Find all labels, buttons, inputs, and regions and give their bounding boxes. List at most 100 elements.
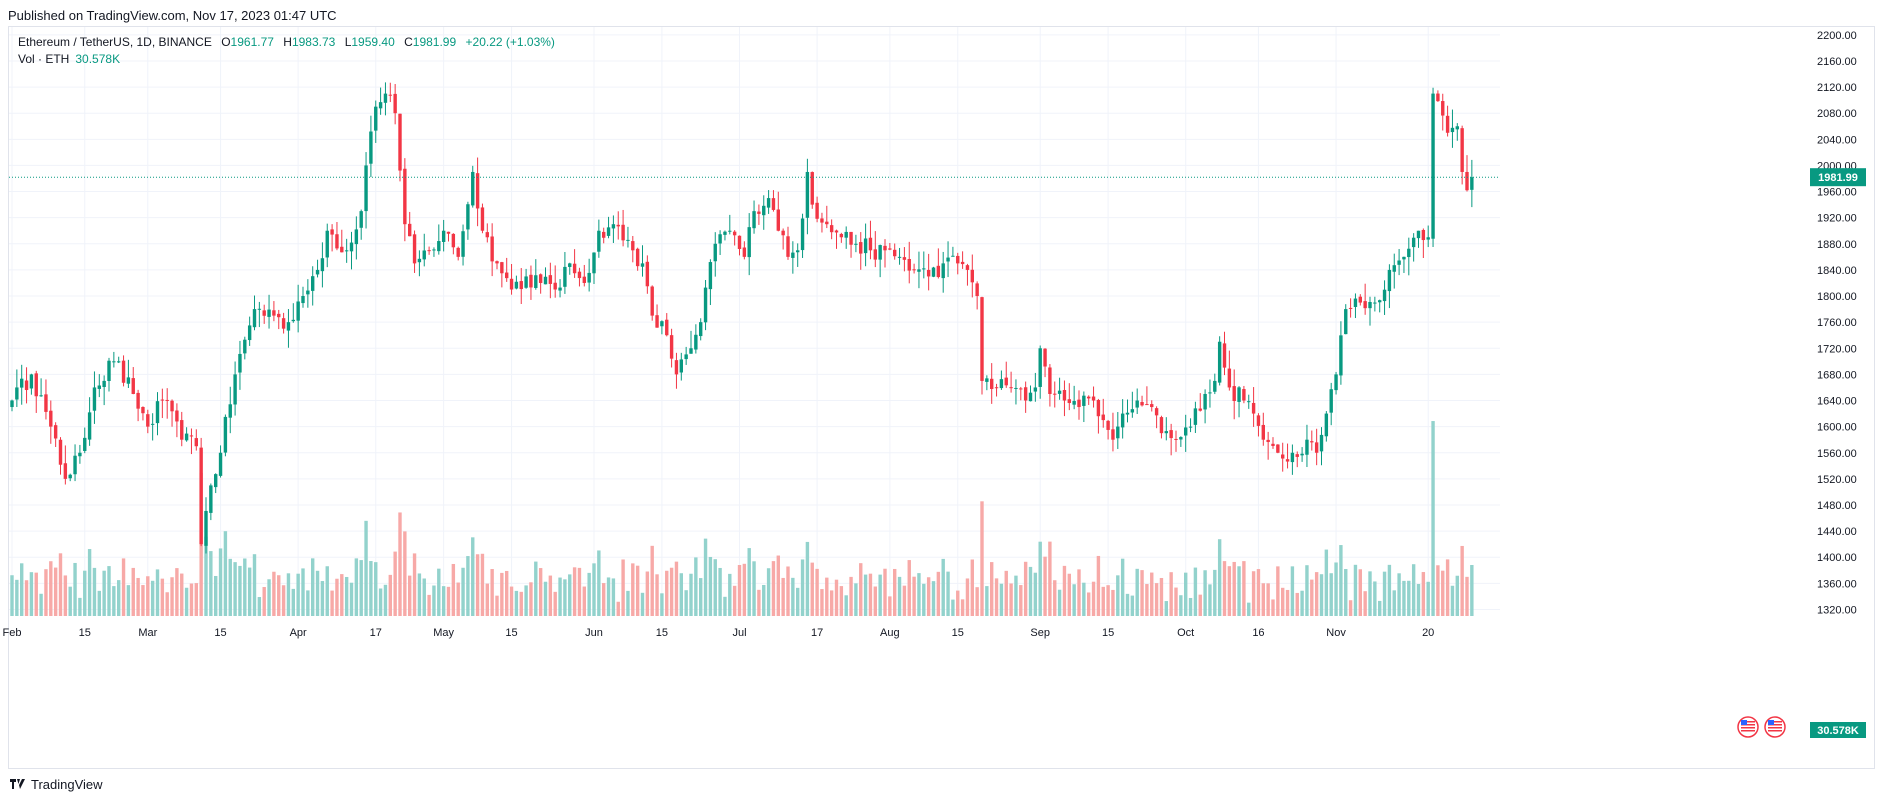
candle-body [170,400,174,412]
footer-brand-label: TradingView [31,777,103,792]
candle-body [534,275,538,288]
volume-bar [315,570,320,616]
volume-bar [1436,565,1440,616]
volume-bar [1329,573,1333,616]
candle-body [597,230,601,252]
price-tick-label: 1640.00 [1817,396,1857,408]
volume-bar [960,599,965,616]
candle-body [1169,430,1173,439]
last-price-badge [1810,168,1866,187]
candle-body [902,257,907,260]
candle-body [475,173,480,209]
candle-body [538,274,543,283]
candle-body [199,447,203,545]
candle-body [277,313,281,318]
volume-bar [650,545,654,616]
candle-body [1091,396,1096,401]
volume-bar [1106,585,1110,616]
price-tick-label: 2040.00 [1817,134,1857,146]
price-tick-label: 1680.00 [1817,369,1857,381]
volume-bar [1111,589,1115,616]
volume-bar [1091,581,1096,616]
candle-body [388,94,392,96]
candle-body [839,233,844,238]
candle-body [859,242,863,254]
volume-bar [102,570,106,616]
volume-bar [383,584,388,616]
candle-body [315,269,320,275]
candle-body [1407,248,1411,258]
candle-body [20,378,24,388]
candle-body [267,309,271,317]
candle-body [490,236,494,262]
volume-bar [849,576,853,616]
volume-bar [626,590,630,616]
time-tick-label: 15 [79,627,91,639]
volume-bar [1213,569,1217,616]
volume-bar [495,595,499,616]
volume-bar [1295,592,1299,616]
candle-body [883,245,887,251]
volume-bar [359,560,363,616]
volume-bar [863,574,868,616]
candle-body [73,455,77,475]
candle-body [1470,177,1474,190]
candle-body [897,256,902,258]
volume-bar [597,550,601,616]
candle-body [1188,426,1193,428]
volume-bar [1038,541,1042,616]
candle-body [272,310,276,316]
candle-body [1271,443,1275,446]
candle-body [1159,417,1164,434]
volume-bar [29,572,34,616]
candle-body [737,235,742,249]
candle-body [1014,387,1018,389]
volume-bar [180,573,184,616]
volume-label: Vol · ETH [18,52,70,66]
candle-body [1125,412,1130,415]
volume-bar [233,562,237,616]
candle-body [15,387,19,400]
candle-body [349,242,354,252]
candle-body [1358,296,1362,303]
volume-bar [1096,555,1101,616]
candle-body [999,379,1004,389]
volume-bar [1120,558,1125,616]
volume-bar [281,585,286,616]
candle-body [451,233,456,248]
candle-body [514,281,519,289]
volume-bar [645,571,650,616]
volume-bar [1465,576,1469,616]
footer-brand[interactable]: TradingView [10,777,103,792]
candle-body [1353,298,1358,308]
volume-bar [1450,585,1455,616]
volume-bar [160,578,165,616]
volume-bar [951,599,955,616]
volume-bar [10,575,14,616]
volume-bar [708,556,713,616]
candle-body [344,250,349,252]
time-tick-label: Mar [138,627,157,639]
candle-body [1242,389,1246,401]
volume-bar [1014,575,1018,616]
volume-bar [514,590,519,616]
candle-body [718,234,722,244]
candle-body [1053,393,1057,395]
candle-body [10,400,14,408]
candle-body [58,439,63,465]
candle-body [728,230,732,232]
volume-bar [1305,565,1309,616]
candle-body [723,231,727,235]
volume-bar [917,573,921,616]
volume-bar [742,563,747,616]
price-axis: 1320.00 1360.00 1400.00 1440.00 1480.00 1520.… [1817,30,1857,617]
volume-bar [1247,602,1251,616]
candle-body [548,275,553,284]
volume-bar [97,590,101,616]
candle-body [257,308,262,310]
close-value: 1981.99 [412,35,457,49]
volume-bar [723,596,727,616]
candle-body [1057,390,1062,394]
volume-bar [1411,564,1416,616]
